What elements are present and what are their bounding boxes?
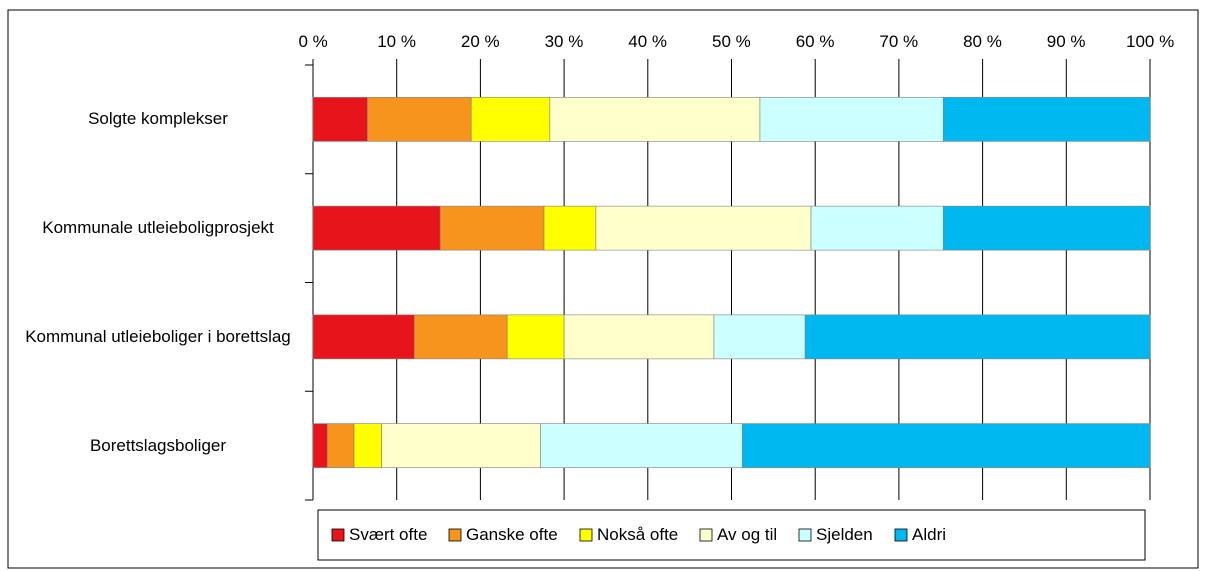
legend-label: Av og til [717, 525, 778, 544]
legend-swatch [579, 528, 593, 542]
legend-swatch [894, 528, 908, 542]
legend-swatch [798, 528, 812, 542]
legend-label: Aldri [912, 525, 947, 544]
x-tick-label: 20 % [460, 32, 500, 51]
x-tick-label: 90 % [1046, 32, 1086, 51]
legend-swatch [331, 528, 345, 542]
bar-segment [312, 205, 441, 251]
bar-segment [381, 423, 541, 468]
bar-segment [759, 97, 944, 142]
x-tick-label: 60 % [795, 32, 835, 51]
bar-segment [549, 97, 761, 142]
bar-segment [713, 314, 806, 360]
x-tick-label: 30 % [544, 32, 584, 51]
bar-segment [413, 314, 508, 360]
bar-segment [543, 205, 597, 251]
legend-label: Sjelden [816, 525, 873, 544]
y-tick-label: Solgte komplekser [88, 109, 228, 129]
x-tick-label: 50 % [712, 32, 751, 51]
legend-swatch [448, 528, 462, 542]
y-tick-label: Kommunal utleieboliger i borettslag [25, 326, 291, 346]
x-tick-label: 10 % [377, 32, 416, 51]
bar-segment [470, 97, 551, 142]
y-tick-label: Borettslagsboliger [89, 435, 227, 455]
bar-segment [312, 423, 328, 468]
x-tick-label: 40 % [628, 32, 668, 51]
legend-label: Nokså ofte [597, 525, 679, 544]
frame [7, 9, 1199, 569]
bar-segment [942, 205, 1151, 251]
bar-segment [312, 314, 415, 360]
x-tick-label: 70 % [879, 32, 919, 51]
bar-segment [563, 314, 715, 360]
legend-swatch [699, 528, 713, 542]
bar-segment [353, 423, 382, 468]
legend-label: Ganske ofte [466, 525, 558, 544]
bar-segment [312, 97, 368, 142]
bar-segment [810, 205, 944, 251]
bar-segment [942, 97, 1151, 142]
x-tick-label: 100 % [1126, 32, 1175, 51]
bar-segment [742, 423, 1151, 468]
bar-segment [326, 423, 355, 468]
legend-label: Svært ofte [349, 525, 428, 544]
bar-segment [540, 423, 743, 468]
bar-segment [506, 314, 565, 360]
x-tick-label: 80 % [963, 32, 1002, 51]
bar-segment [439, 205, 545, 251]
bar-segment [804, 314, 1151, 360]
y-tick-label: Kommunale utleieboligprosjekt [42, 218, 274, 238]
bar-segment [595, 205, 812, 251]
x-tick-label: 0 % [298, 32, 328, 51]
bar-segment [367, 97, 472, 142]
